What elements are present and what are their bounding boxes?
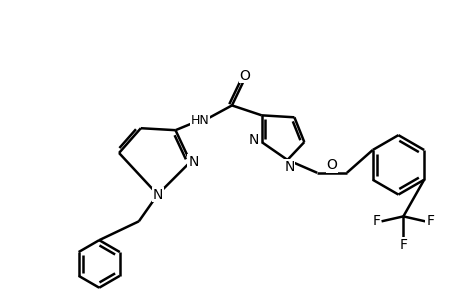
Text: N: N <box>284 160 294 174</box>
Text: F: F <box>372 214 380 228</box>
Text: O: O <box>239 69 250 83</box>
Text: F: F <box>398 238 407 252</box>
Text: F: F <box>425 214 433 228</box>
Text: N: N <box>248 133 258 147</box>
Text: HN: HN <box>190 114 209 127</box>
Text: N: N <box>188 155 198 169</box>
Text: O: O <box>326 158 337 172</box>
Text: N: N <box>152 188 162 202</box>
